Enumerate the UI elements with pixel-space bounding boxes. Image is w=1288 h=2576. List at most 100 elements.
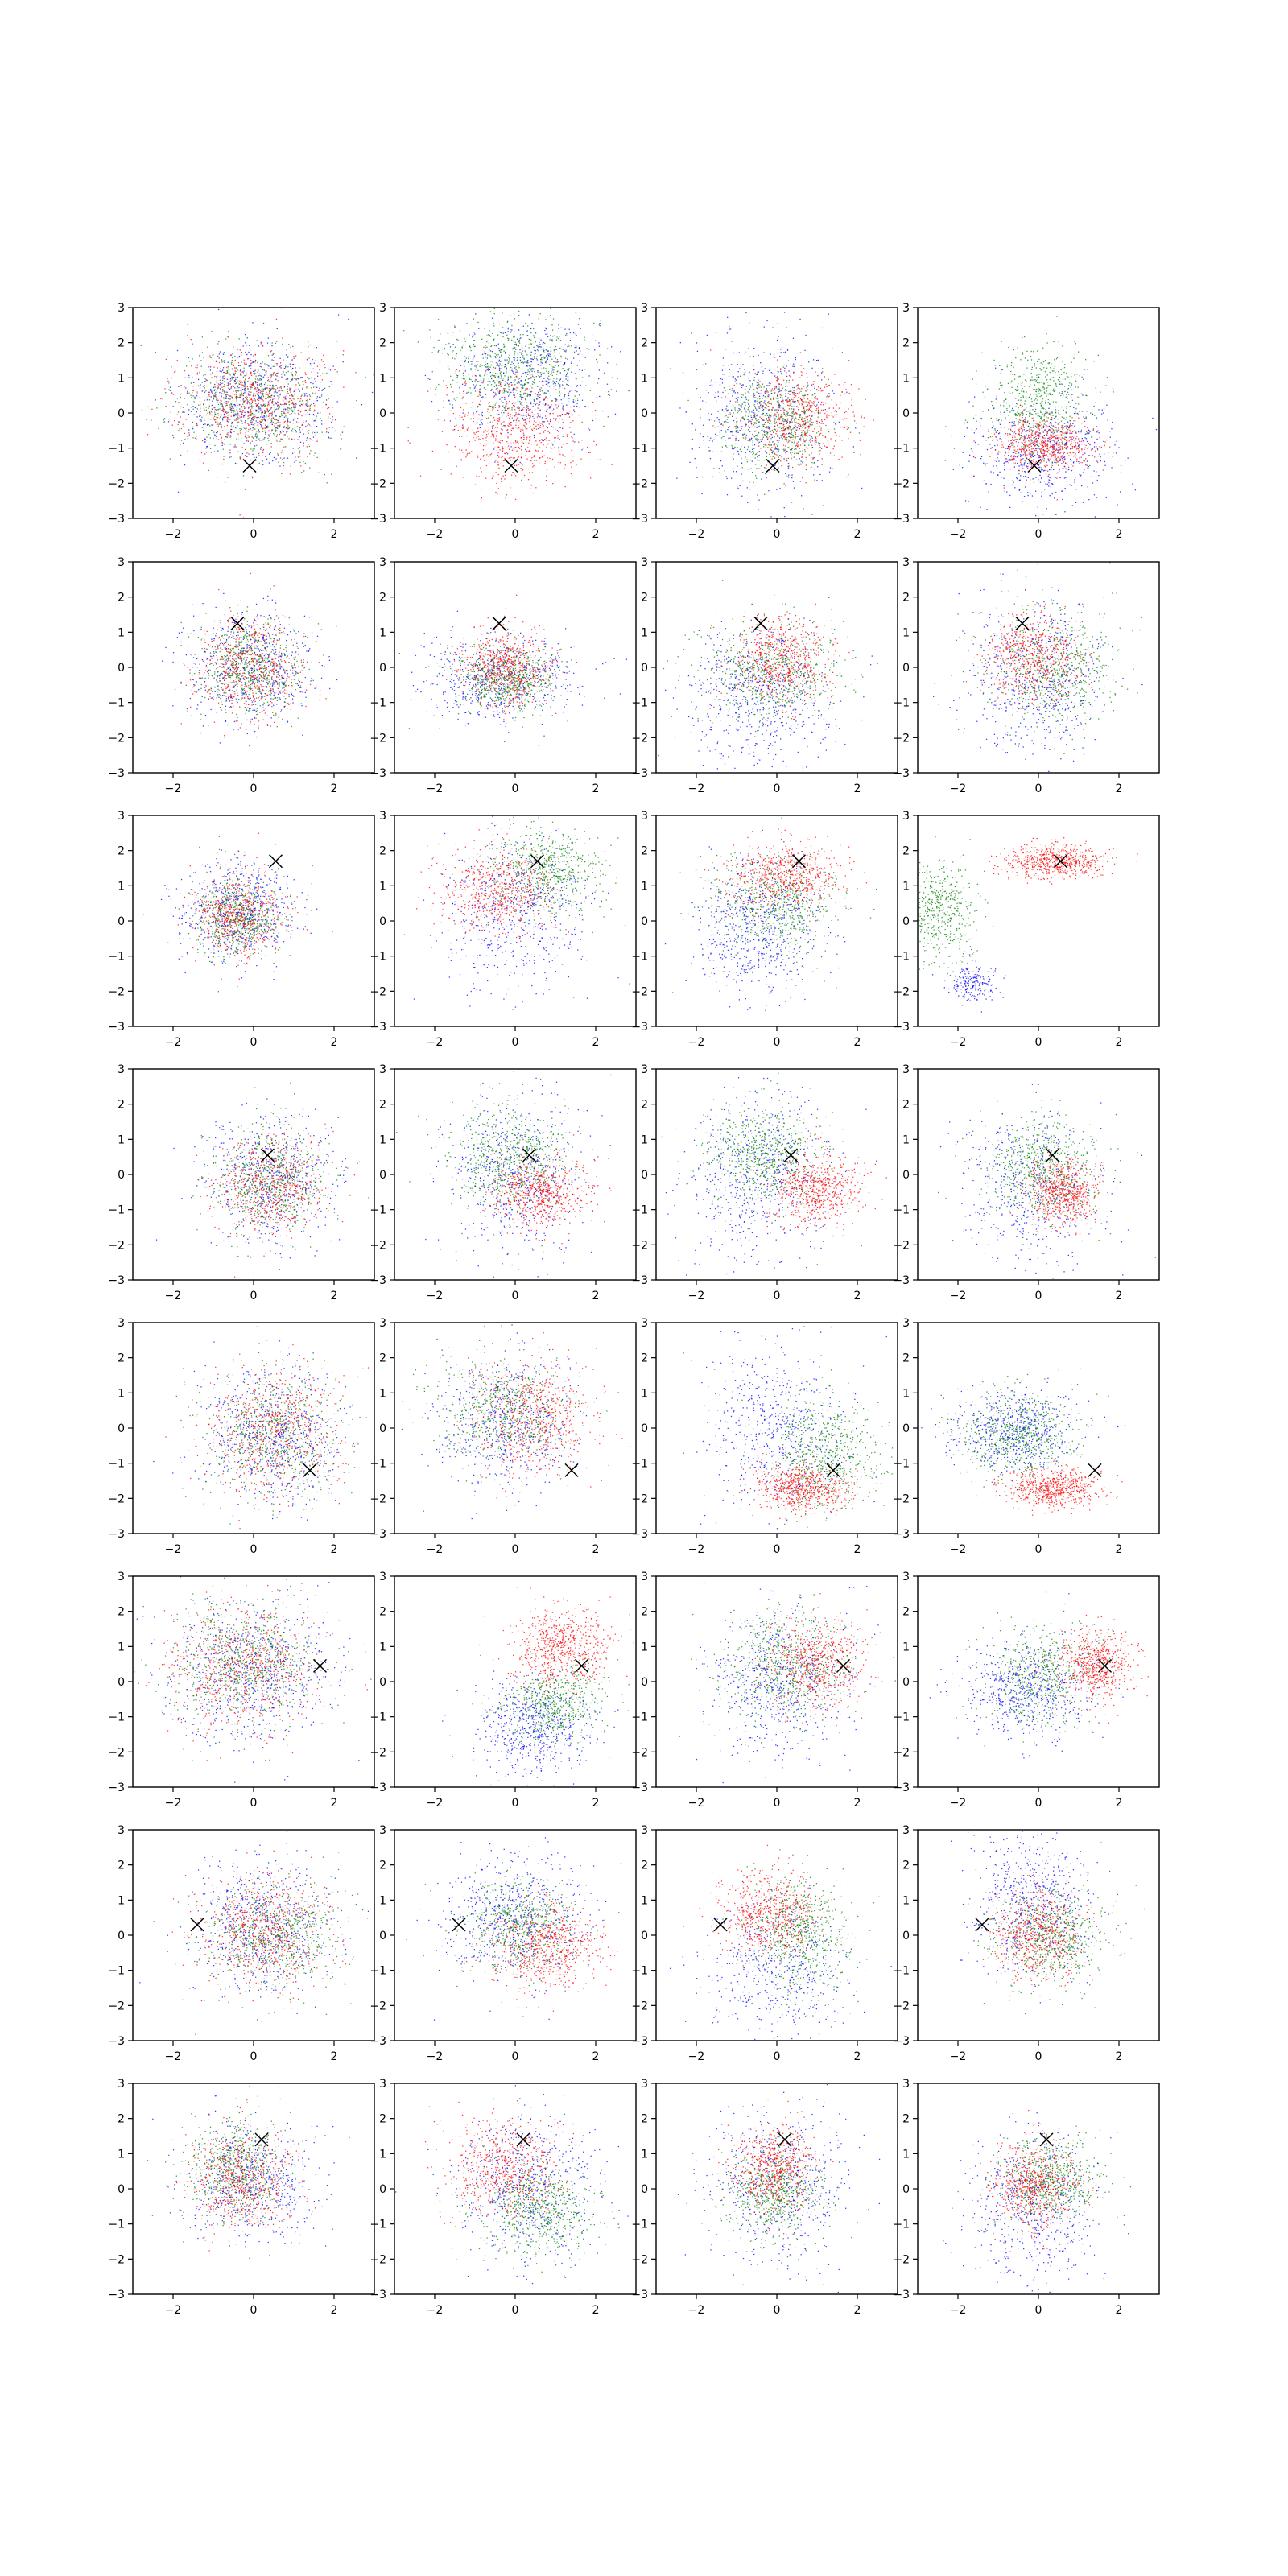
scatter-point	[547, 353, 548, 355]
scatter-point	[216, 432, 217, 434]
scatter-point	[526, 411, 527, 414]
scatter-point	[527, 413, 529, 415]
scatter-point	[265, 433, 266, 435]
scatter-point	[763, 386, 765, 388]
scatter-point	[326, 372, 328, 374]
scatter-point	[775, 415, 777, 418]
scatter-point	[276, 373, 278, 374]
scatter-point	[336, 401, 338, 402]
scatter-point	[279, 357, 281, 359]
scatter-point	[709, 458, 712, 460]
scatter-point	[200, 365, 202, 367]
scatter-point	[530, 365, 531, 367]
scatter-point	[788, 370, 790, 372]
scatter-point	[252, 427, 254, 429]
scatter-point	[213, 386, 215, 388]
scatter-point	[247, 415, 249, 417]
scatter-point	[747, 402, 749, 403]
scatter-point	[272, 353, 274, 355]
scatter-point	[446, 444, 448, 446]
scatter-point	[268, 387, 270, 390]
scatter-point	[518, 366, 520, 369]
scatter-point	[262, 404, 264, 406]
scatter-point	[566, 443, 568, 444]
scatter-point	[505, 402, 506, 404]
scatter-point	[786, 421, 788, 423]
scatter-point	[180, 454, 182, 456]
scatter-point	[259, 378, 261, 380]
scatter-point	[514, 388, 516, 390]
scatter-point	[261, 391, 262, 393]
scatter-point	[758, 441, 760, 443]
scatter-point	[247, 423, 249, 424]
scatter-point	[493, 375, 495, 377]
scatter-point	[212, 408, 213, 410]
scatter-point	[285, 415, 287, 417]
scatter-point	[549, 420, 551, 423]
scatter-point	[287, 370, 289, 373]
scatter-point	[793, 442, 795, 444]
scatter-point	[214, 413, 217, 415]
scatter-point	[245, 455, 246, 456]
scatter-point	[489, 350, 492, 352]
scatter-point	[250, 383, 252, 385]
scatter-point	[782, 448, 784, 450]
scatter-point	[564, 486, 566, 488]
scatter-point	[774, 448, 776, 450]
scatter-point	[300, 377, 302, 378]
scatter-point	[284, 434, 286, 436]
scatter-point	[244, 392, 246, 394]
scatter-point	[514, 415, 516, 417]
scatter-point	[784, 351, 786, 353]
scatter-point	[720, 430, 722, 431]
scatter-point	[251, 412, 253, 415]
scatter-point	[217, 403, 220, 406]
scatter-point	[544, 430, 546, 431]
scatter-point	[691, 332, 692, 334]
scatter-point	[299, 450, 301, 452]
scatter-point	[277, 454, 279, 456]
scatter-point	[486, 346, 488, 348]
scatter-point	[530, 361, 532, 363]
scatter-point	[493, 395, 495, 397]
scatter-point	[786, 437, 788, 439]
scatter-point	[511, 402, 514, 405]
scatter-point	[243, 359, 245, 361]
scatter-point	[513, 362, 514, 365]
scatter-point	[776, 339, 778, 341]
scatter-point	[816, 360, 818, 361]
scatter-point	[220, 403, 221, 405]
scatter-point	[287, 412, 289, 414]
scatter-point	[562, 408, 564, 411]
scatter-point	[508, 386, 510, 388]
scatter-point	[530, 402, 532, 405]
scatter-point	[248, 351, 250, 353]
scatter-point	[746, 448, 749, 451]
scatter-point	[226, 366, 228, 369]
scatter-point	[243, 406, 245, 407]
scatter-point	[741, 384, 742, 386]
scatter-point	[514, 347, 516, 349]
scatter-point	[574, 373, 576, 374]
scatter-point	[507, 402, 509, 404]
scatter-point	[463, 409, 464, 411]
scatter-point	[807, 431, 808, 433]
scatter-point	[305, 426, 307, 427]
scatter-point	[246, 363, 247, 365]
scatter-point	[281, 415, 283, 416]
scatter-point	[273, 353, 275, 354]
scatter-point	[757, 374, 758, 375]
scatter-point	[550, 419, 551, 421]
scatter-point	[309, 467, 311, 469]
scatter-point	[721, 409, 724, 411]
scatter-point	[177, 411, 180, 413]
scatter-point	[552, 371, 555, 373]
scatter-point	[518, 456, 519, 458]
scatter-point	[528, 371, 530, 373]
scatter-point	[770, 438, 772, 440]
scatter-point	[176, 349, 179, 352]
scatter-point	[282, 390, 283, 392]
scatter-point	[496, 435, 497, 436]
scatter-point	[819, 447, 821, 448]
scatter-point	[227, 416, 229, 419]
